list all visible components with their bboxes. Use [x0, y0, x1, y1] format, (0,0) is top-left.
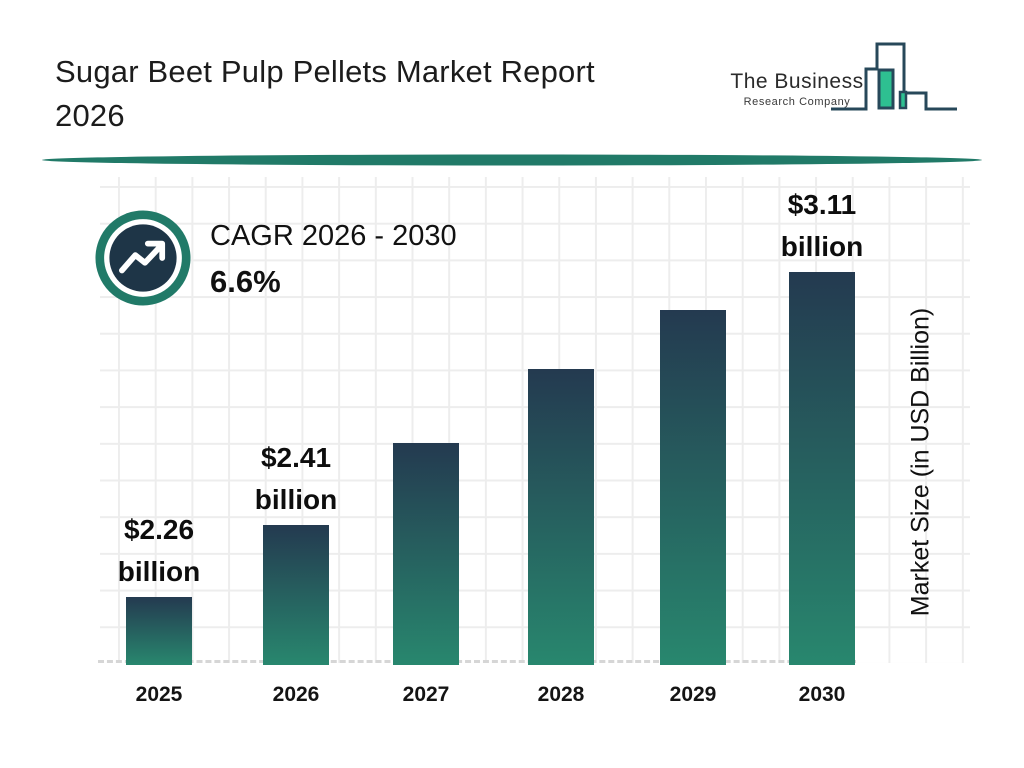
- value-label-2025: $2.26 billion: [117, 514, 201, 587]
- bar-chart-logo-icon: [831, 42, 957, 111]
- bar-2029: [660, 310, 726, 665]
- page-title-line-1: Sugar Beet Pulp Pellets Market Report: [55, 54, 595, 89]
- logo-company-name: The Business: [730, 70, 864, 93]
- x-tick-2025: 2025: [135, 683, 183, 706]
- bar-2030: [789, 272, 855, 665]
- page-title-line-2: 2026: [55, 98, 125, 133]
- logo-company-subtitle: Research Company: [743, 96, 851, 108]
- bar-2028: [528, 369, 594, 665]
- company-logo: The Business Research Company: [728, 38, 988, 118]
- x-tick-2027: 2027: [402, 683, 450, 706]
- cagr-period-label: CAGR 2026 - 2030: [210, 220, 457, 252]
- divider-line: [42, 154, 982, 166]
- x-tick-2026: 2026: [272, 683, 320, 706]
- page-title: Sugar Beet Pulp Pellets Market Report 20…: [55, 50, 715, 138]
- bar-2027: [393, 443, 459, 665]
- bar-2026: [263, 525, 329, 665]
- value-label-2026: $2.41 billion: [254, 442, 338, 515]
- y-axis-label: Market Size (in USD Billion): [906, 307, 935, 617]
- x-tick-2028: 2028: [537, 683, 585, 706]
- cagr-value: 6.6%: [210, 264, 281, 299]
- bar-2025: [126, 597, 192, 665]
- chart-baseline-dashed: [98, 660, 856, 663]
- trending-up-icon: [95, 210, 191, 306]
- x-tick-2029: 2029: [669, 683, 717, 706]
- x-tick-2030: 2030: [798, 683, 846, 706]
- value-label-2030: $3.11 billion: [780, 189, 864, 262]
